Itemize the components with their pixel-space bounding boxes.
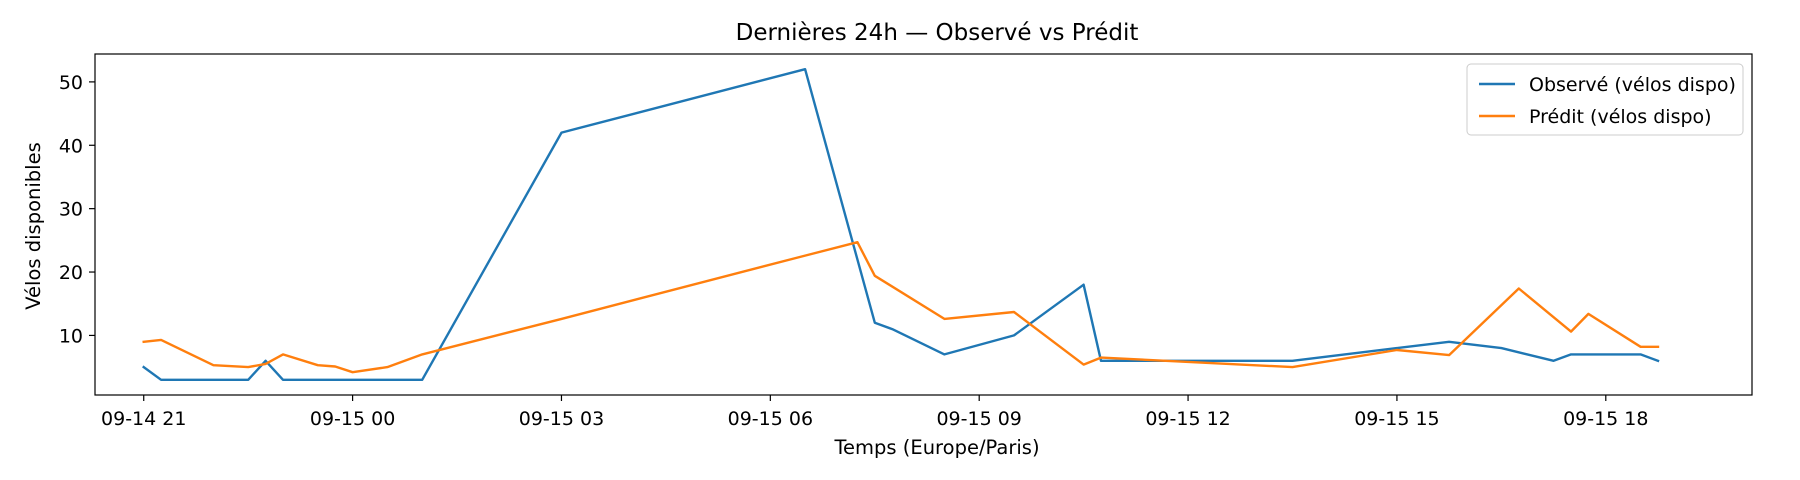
legend-label: Observé (vélos dispo) (1529, 74, 1736, 96)
series-line-observed (142, 68, 1660, 381)
chart-title: Dernières 24h — Observé vs Prédit (736, 20, 1139, 46)
legend-label: Prédit (vélos dispo) (1529, 106, 1712, 128)
y-tick-label: 40 (59, 135, 83, 157)
y-tick-label: 30 (59, 199, 83, 221)
x-axis-title: Temps (Europe/Paris) (833, 436, 1039, 459)
x-tick-label: 09-15 09 (936, 408, 1021, 430)
y-tick-label: 20 (59, 262, 83, 284)
x-tick-label: 09-15 12 (1145, 408, 1230, 430)
x-tick-label: 09-15 15 (1354, 408, 1439, 430)
x-tick-label: 09-15 06 (728, 408, 813, 430)
y-axis-title: Vélos disponibles (22, 142, 45, 310)
axes-frame (94, 53, 1753, 396)
series-line-predicted (142, 241, 1660, 374)
x-tick-label: 09-15 18 (1563, 408, 1648, 430)
y-tick-label: 50 (59, 72, 83, 94)
x-tick-label: 09-15 00 (310, 408, 395, 430)
legend-box (1466, 63, 1744, 136)
x-tick-label: 09-15 03 (519, 408, 604, 430)
plot-area: 09-14 21 09-15 00 09-15 03 09-15 06 09-15 09… (59, 53, 1753, 430)
x-tick-label: 09-14 21 (101, 408, 186, 430)
y-tick-label: 10 (59, 325, 83, 347)
